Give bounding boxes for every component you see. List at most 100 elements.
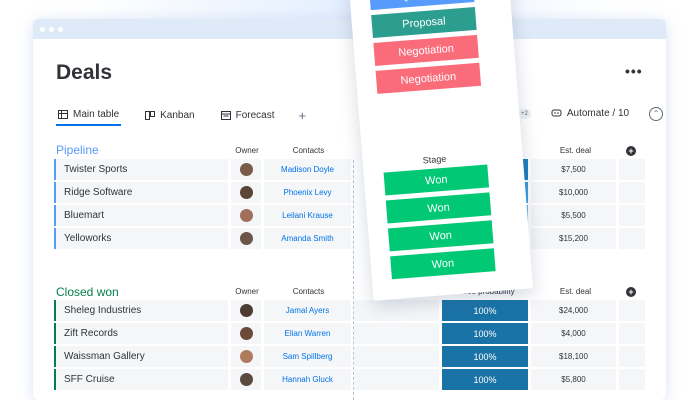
close-probability-cell[interactable]: 100% <box>442 369 528 390</box>
contact-link[interactable]: Sam Spillberg <box>264 346 351 367</box>
empty-stage-cell <box>354 323 439 344</box>
avatar <box>239 232 253 245</box>
owner-cell[interactable] <box>231 159 261 180</box>
tab-label: Kanban <box>160 109 195 121</box>
item-name[interactable]: Waissman Gallery <box>54 346 228 367</box>
contact-link[interactable]: Jamal Ayers <box>264 300 351 321</box>
group-title-pipeline[interactable]: Pipeline <box>56 143 99 157</box>
item-name[interactable]: Sheleg Industries <box>54 300 228 321</box>
board-toolbar: ● +2 Automate / 10 ⌃ <box>498 105 664 122</box>
drop-zone[interactable] <box>353 160 441 400</box>
board-window: Deals ••• Main table Kanban Forecast + ●… <box>33 19 666 400</box>
table-row[interactable]: Zift Records Elian Warren 100% $4,000 <box>54 323 645 344</box>
est-deal-cell[interactable]: $15,200 <box>531 228 616 249</box>
est-deal-cell[interactable]: $24,000 <box>531 300 616 321</box>
close-probability-cell[interactable]: 100% <box>442 323 528 344</box>
owner-cell[interactable] <box>231 369 261 390</box>
table-icon <box>58 109 68 119</box>
est-deal-cell[interactable]: $7,500 <box>531 159 616 180</box>
item-name[interactable]: Twister Sports <box>54 159 228 180</box>
contact-link[interactable]: Phoenix Levy <box>264 182 351 203</box>
empty-cell <box>619 159 645 180</box>
avatar <box>239 163 253 176</box>
owner-cell[interactable] <box>231 205 261 226</box>
column-header-contacts: Contacts <box>292 146 325 155</box>
automate-button[interactable]: Automate / 10 <box>551 108 629 120</box>
stage-label-proposal[interactable]: Proposal <box>371 6 477 39</box>
more-options-button[interactable]: ••• <box>625 63 643 79</box>
owner-cell[interactable] <box>231 228 261 249</box>
contact-link[interactable]: Amanda Smith <box>264 228 351 249</box>
empty-cell <box>619 323 645 344</box>
empty-stage-cell <box>354 369 439 390</box>
est-deal-cell[interactable]: $18,100 <box>531 346 616 367</box>
avatar <box>239 209 253 222</box>
table-row[interactable]: Sheleg Industries Jamal Ayers 100% $24,0… <box>54 300 645 321</box>
contact-link[interactable]: Madison Doyle <box>264 159 351 180</box>
window-dot <box>58 26 63 32</box>
tab-forecast[interactable]: Forecast <box>219 104 277 126</box>
table-row[interactable]: SFF Cruise Hannah Gluck 100% $5,800 <box>54 369 645 390</box>
window-titlebar <box>33 19 666 39</box>
robot-icon <box>551 108 562 120</box>
column-header-est-deal: Est. deal <box>559 146 592 155</box>
automate-label: Automate / 10 <box>566 108 630 119</box>
tab-kanban[interactable]: Kanban <box>143 104 196 126</box>
page-title: Deals <box>56 61 113 84</box>
owner-cell[interactable] <box>231 300 261 321</box>
close-probability-cell[interactable]: 100% <box>442 346 528 367</box>
stage-label-won[interactable]: Won <box>387 220 494 252</box>
table-row[interactable]: Waissman Gallery Sam Spillberg 100% $18,… <box>54 346 645 367</box>
kanban-icon <box>145 110 156 120</box>
contact-link[interactable]: Hannah Gluck <box>264 369 351 390</box>
avatar <box>239 373 253 386</box>
item-name[interactable]: SFF Cruise <box>54 369 228 390</box>
column-header-owner: Owner <box>235 287 259 296</box>
est-deal-cell[interactable]: $5,500 <box>531 205 616 226</box>
column-header-contacts: Contacts <box>292 287 325 296</box>
tab-main-table[interactable]: Main table <box>56 104 122 126</box>
empty-cell <box>619 300 645 321</box>
add-column-button[interactable]: + <box>626 146 636 156</box>
empty-stage-cell <box>354 300 439 321</box>
item-name[interactable]: Ridge Software <box>54 182 228 203</box>
stage-label-negotiation[interactable]: Negotiation <box>375 62 482 94</box>
owner-cell[interactable] <box>231 182 261 203</box>
est-deal-cell[interactable]: $5,800 <box>531 369 616 390</box>
table-row[interactable]: Twister Sports Madison Doyle $7,500 <box>54 159 645 180</box>
owner-cell[interactable] <box>231 323 261 344</box>
est-deal-cell[interactable]: $10,000 <box>531 182 616 203</box>
avatar <box>239 304 253 317</box>
contact-link[interactable]: Elian Warren <box>264 323 351 344</box>
est-deal-cell[interactable]: $4,000 <box>531 323 616 344</box>
add-view-button[interactable]: + <box>298 107 307 123</box>
avatar <box>239 327 253 340</box>
empty-cell <box>619 346 645 367</box>
close-probability-cell[interactable]: 100% <box>442 300 528 321</box>
group-title-closed-won[interactable]: Closed won <box>56 285 119 299</box>
forecast-icon <box>220 110 231 120</box>
dragged-stage-column[interactable]: Qualified Proposal Negotiation Negotiati… <box>348 0 534 301</box>
table-row[interactable]: Bluemart Leilani Krause $5,500 <box>54 205 645 226</box>
item-name[interactable]: Zift Records <box>54 323 228 344</box>
empty-stage-cell <box>354 346 439 367</box>
contact-link[interactable]: Leilani Krause <box>264 205 351 226</box>
people-count-badge[interactable]: +2 <box>518 108 531 119</box>
tab-label: Main table <box>73 108 120 120</box>
stage-label-won[interactable]: Won <box>383 164 490 196</box>
avatar <box>239 350 253 363</box>
stage-label-won[interactable]: Won <box>390 248 496 280</box>
add-column-button[interactable]: + <box>626 287 636 297</box>
stage-label-negotiation[interactable]: Negotiation <box>373 34 479 66</box>
collapse-button[interactable]: ⌃ <box>649 106 664 121</box>
table-row[interactable]: Ridge Software Phoenix Levy $10,000 <box>54 182 645 203</box>
item-name[interactable]: Yelloworks <box>54 228 228 249</box>
empty-cell <box>619 205 645 226</box>
table-row[interactable]: Yelloworks Amanda Smith $15,200 <box>54 228 645 249</box>
owner-cell[interactable] <box>231 346 261 367</box>
empty-cell <box>619 182 645 203</box>
column-header-est-deal: Est. deal <box>559 287 592 296</box>
item-name[interactable]: Bluemart <box>54 205 228 226</box>
window-dot <box>49 26 54 32</box>
stage-label-won[interactable]: Won <box>385 192 492 224</box>
